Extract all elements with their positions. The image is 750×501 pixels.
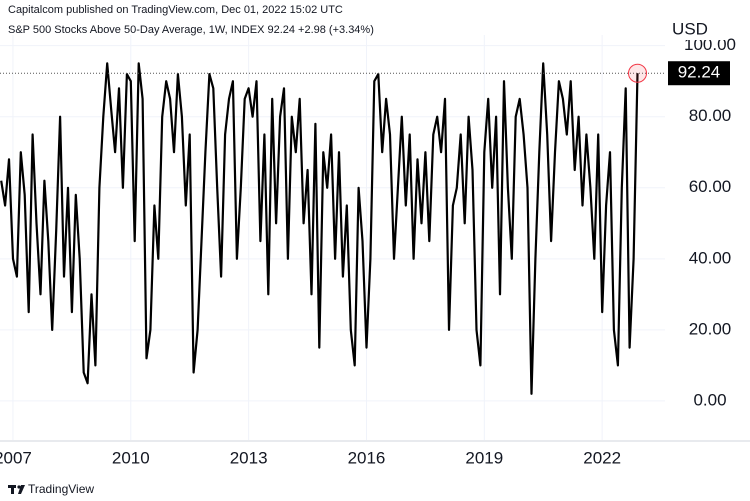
- y-tick-label: 60.00: [689, 177, 732, 196]
- footer: TradingView: [28, 482, 94, 496]
- currency-bg: [668, 18, 728, 40]
- x-tick-label: 2007: [0, 448, 32, 467]
- header: Capitalcom published on TradingView.com,…: [8, 4, 343, 16]
- logo: [8, 485, 25, 494]
- chart-title: S&P 500 Stocks Above 50-Day Average, 1W,…: [8, 24, 374, 36]
- y-tick-label: 80.00: [689, 106, 732, 125]
- x-tick-label: 2022: [583, 448, 621, 467]
- x-tick-label: 2019: [465, 448, 503, 467]
- last-value-box: [668, 61, 730, 86]
- x-tick-label: 2016: [348, 448, 386, 467]
- y-tick-label: 40.00: [689, 248, 732, 267]
- x-tick-label: 2010: [112, 448, 150, 467]
- last-value-label: 92.24: [678, 63, 721, 82]
- series-line: [0, 62, 639, 395]
- currency-label: USD: [672, 19, 708, 38]
- last-point-marker: [628, 63, 648, 83]
- x-tick-label: 2013: [230, 448, 268, 467]
- y-tick-label: 0.00: [693, 390, 726, 409]
- y-tick-label: 20.00: [689, 319, 732, 338]
